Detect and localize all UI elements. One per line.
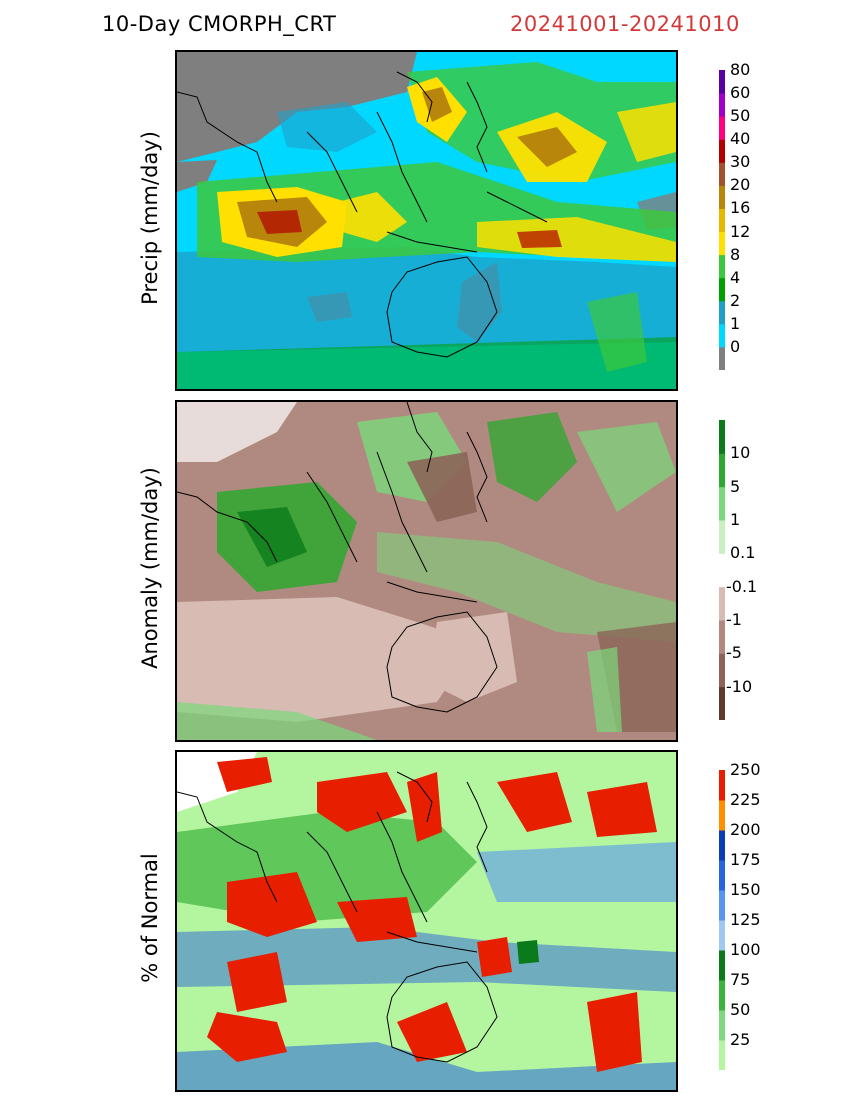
percent-colorbar-swatch	[719, 800, 725, 831]
anomaly-colorbar-label: 1	[730, 510, 741, 529]
precip-colorbar-swatch	[719, 208, 725, 233]
anomaly-colorbar-label: -0.1	[726, 576, 758, 596]
precip-colorbar-label: 0	[730, 336, 741, 356]
precip-colorbar-swatch	[719, 254, 725, 279]
precip-colorbar-swatch	[719, 323, 725, 348]
percent-axis-label: % of Normal	[138, 853, 162, 983]
anomaly-colorbar-label: -5	[726, 643, 742, 663]
anomaly-colorbar-swatch	[719, 453, 725, 488]
date-range: 20241001-20241010	[510, 12, 740, 36]
percent-colorbar-swatch	[719, 1040, 725, 1070]
percent-colorbar-swatch	[719, 830, 725, 861]
percent-colorbar-swatch	[719, 920, 725, 951]
precip-colorbar	[719, 70, 725, 370]
percent-colorbar-swatch	[719, 770, 725, 801]
percent-colorbar-label: 225	[730, 790, 761, 809]
percent-colorbar-label: 200	[730, 820, 761, 839]
percent-colorbar-swatch	[719, 1010, 725, 1041]
precip-axis-label: Precip (mm/day)	[138, 131, 162, 305]
anomaly-colorbar	[719, 420, 725, 720]
precip-colorbar-swatch	[719, 162, 725, 186]
anomaly-colorbar-label: -10	[726, 676, 753, 696]
anomaly-axis-label: Anomaly (mm/day)	[138, 467, 162, 669]
anomaly-colorbar-label: -1	[726, 610, 742, 629]
precip-colorbar-label: 40	[730, 129, 751, 149]
anomaly-colorbar-swatch	[719, 520, 725, 554]
percent-colorbar-swatch	[719, 980, 725, 1011]
percent-map	[175, 750, 678, 1092]
precip-colorbar-label: 8	[730, 244, 741, 264]
anomaly-colorbar-swatch	[719, 486, 725, 521]
precip-colorbar-swatch	[719, 231, 725, 256]
precip-colorbar-swatch	[719, 277, 725, 302]
percent-colorbar-swatch	[719, 890, 725, 921]
percent-colorbar-swatch	[719, 860, 725, 891]
precip-map	[175, 50, 678, 391]
percent-colorbar	[719, 770, 725, 1070]
precip-colorbar-label: 1	[730, 313, 741, 333]
precip-colorbar-label: 80	[730, 60, 751, 79]
anomaly-colorbar-swatch	[719, 553, 725, 588]
percent-colorbar-label: 150	[730, 880, 761, 899]
anomaly-colorbar-label: 5	[730, 476, 741, 496]
precip-colorbar-label: 12	[730, 221, 751, 241]
precip-colorbar-swatch	[719, 185, 725, 209]
percent-colorbar-label: 125	[730, 910, 761, 929]
precip-colorbar-swatch	[719, 139, 725, 163]
precip-colorbar-label: 4	[730, 267, 741, 287]
percent-colorbar-label: 75	[730, 970, 751, 989]
percent-colorbar-label: 25	[730, 1030, 751, 1049]
precip-colorbar-swatch	[719, 70, 725, 94]
anomaly-colorbar-swatch	[719, 620, 725, 654]
anomaly-colorbar-swatch	[719, 686, 725, 720]
anomaly-colorbar-swatch	[719, 586, 725, 621]
precip-colorbar-swatch	[719, 116, 725, 140]
anomaly-colorbar-swatch	[719, 653, 725, 688]
percent-colorbar-label: 50	[730, 1000, 751, 1019]
precip-colorbar-label: 30	[730, 152, 751, 172]
precip-colorbar-label: 60	[730, 83, 751, 103]
precip-colorbar-swatch	[719, 346, 725, 370]
precip-colorbar-label: 50	[730, 106, 751, 126]
anomaly-colorbar-swatch	[719, 420, 725, 454]
anomaly-map	[175, 400, 678, 742]
anomaly-colorbar-label: 10	[730, 443, 751, 463]
precip-colorbar-swatch	[719, 300, 725, 325]
map-title: 10-Day CMORPH_CRT	[102, 12, 337, 36]
precip-colorbar-label: 2	[730, 290, 741, 310]
percent-colorbar-swatch	[719, 950, 725, 981]
precip-colorbar-label: 20	[730, 175, 751, 195]
percent-colorbar-label: 175	[730, 850, 761, 869]
precip-colorbar-label: 16	[730, 198, 751, 218]
precip-colorbar-swatch	[719, 93, 725, 117]
percent-colorbar-label: 100	[730, 940, 761, 959]
anomaly-colorbar-label: 0.1	[730, 543, 756, 563]
percent-colorbar-label: 250	[730, 760, 761, 779]
